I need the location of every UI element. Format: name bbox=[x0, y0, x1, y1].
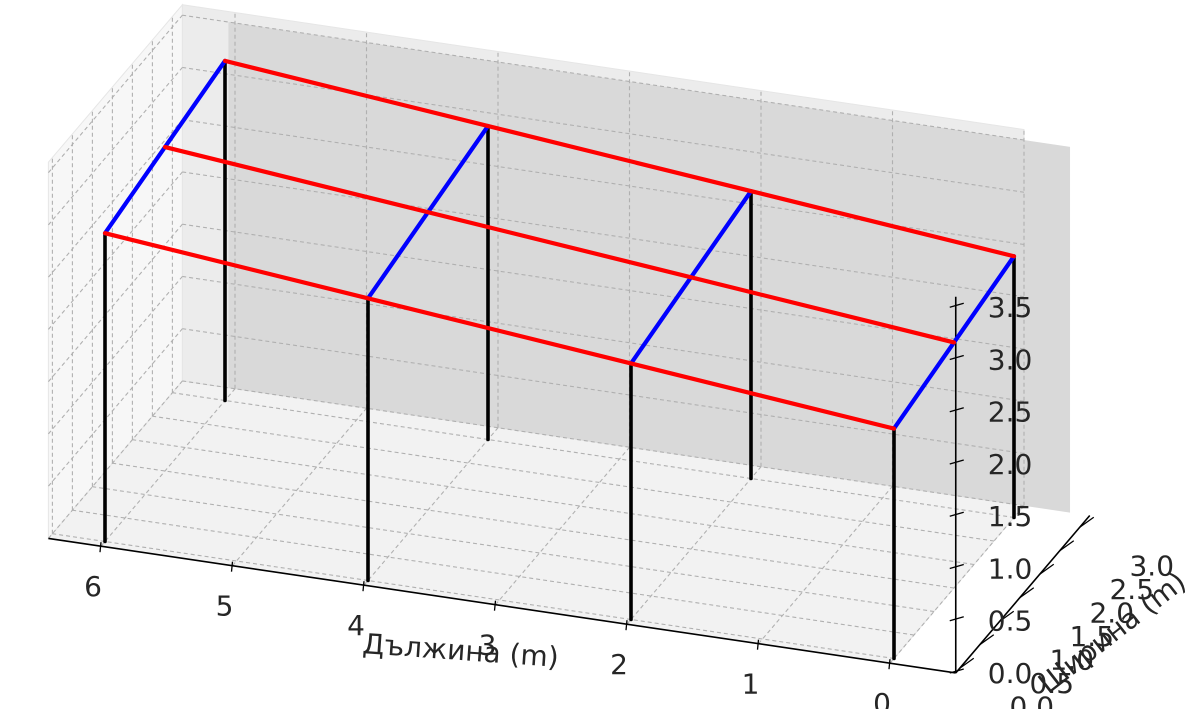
grid-line-y-floor bbox=[52, 533, 895, 660]
x-tick-label: 5 bbox=[216, 590, 234, 623]
x-tick-label: 3 bbox=[479, 629, 497, 662]
grid-line-z-back bbox=[182, 14, 1025, 141]
x-tick-mark bbox=[625, 620, 628, 631]
grid-line-z-back bbox=[182, 223, 1025, 350]
z-tick-mark bbox=[949, 511, 964, 517]
x-tick-label: 4 bbox=[347, 609, 365, 642]
x-tick-label: 1 bbox=[742, 668, 760, 701]
z-tick-label: 2.5 bbox=[988, 396, 1033, 429]
purlin-segment bbox=[222, 58, 1017, 259]
y-tick-label: 0.5 bbox=[1029, 667, 1074, 700]
x-tick-label: 6 bbox=[84, 570, 102, 603]
x-tick-mark bbox=[493, 600, 497, 611]
z-tick-mark bbox=[949, 563, 964, 570]
x-tick-mark bbox=[230, 561, 234, 572]
z-tick-mark bbox=[949, 459, 964, 465]
frame-structure bbox=[102, 58, 1017, 661]
purlin-segment bbox=[102, 231, 897, 431]
y-tick-label: 2.5 bbox=[1109, 573, 1154, 606]
grid-line-z-back bbox=[182, 66, 1025, 193]
y-tick-mark bbox=[1059, 540, 1075, 552]
z-tick-label: 1.0 bbox=[988, 552, 1033, 585]
grid-line-y-floor bbox=[132, 439, 975, 566]
z-tick-mark bbox=[949, 302, 964, 308]
x-tick-label: 0 bbox=[873, 687, 891, 709]
grid-line-z-back bbox=[182, 328, 1025, 455]
y-tick-label: 0.0 bbox=[1009, 690, 1054, 709]
axis-lines bbox=[48, 296, 1091, 674]
x-axis-label: Дължина (m) bbox=[362, 627, 560, 674]
z-tick-mark bbox=[949, 668, 964, 674]
grid-line-z-back bbox=[182, 171, 1025, 298]
y-tick-mark bbox=[959, 657, 975, 669]
y-tick-mark bbox=[979, 634, 995, 646]
grid-line-y-floor bbox=[172, 392, 1015, 519]
grid-line-y-floor bbox=[92, 486, 935, 613]
grid-line-z-back bbox=[182, 275, 1025, 402]
y-tick-mark bbox=[1039, 563, 1055, 575]
tick-marks bbox=[99, 302, 1095, 674]
z-tick-mark bbox=[949, 354, 964, 361]
z-tick-label: 0.0 bbox=[988, 657, 1033, 690]
z-tick-label: 2.0 bbox=[988, 448, 1033, 481]
y-tick-mark bbox=[1019, 587, 1035, 599]
z-tick-label: 3.0 bbox=[988, 343, 1033, 376]
x-tick-mark bbox=[362, 581, 365, 592]
tick-labels: 01234560.00.51.01.52.02.53.00.00.51.01.5… bbox=[84, 291, 1174, 709]
z-tick-mark bbox=[949, 616, 964, 622]
purlin-segment bbox=[162, 144, 957, 345]
y-tick-mark bbox=[1079, 516, 1095, 528]
z-tick-label: 1.5 bbox=[988, 500, 1033, 533]
y-tick-label: 1.0 bbox=[1049, 643, 1094, 676]
z-tick-label: 3.5 bbox=[988, 291, 1033, 324]
z-tick-mark bbox=[949, 407, 964, 413]
grid-line-y-floor bbox=[152, 415, 995, 542]
z-tick-label: 0.5 bbox=[988, 605, 1033, 638]
x-tick-label: 2 bbox=[610, 648, 628, 681]
y-tick-mark bbox=[999, 610, 1015, 622]
grid-line-z-back bbox=[182, 380, 1025, 507]
y-tick-label: 1.5 bbox=[1069, 620, 1114, 653]
grid-line-y-floor bbox=[72, 509, 915, 636]
grid-line-y-floor bbox=[112, 462, 955, 589]
x-axis-line bbox=[48, 537, 956, 674]
grid-lines bbox=[47, 12, 1025, 664]
y-tick-label: 3.0 bbox=[1129, 549, 1174, 582]
y-tick-label: 2.0 bbox=[1089, 596, 1134, 629]
y-axis-line bbox=[955, 514, 1091, 674]
x-tick-mark bbox=[99, 542, 102, 553]
x-tick-mark bbox=[888, 659, 891, 670]
x-tick-mark bbox=[756, 639, 760, 650]
